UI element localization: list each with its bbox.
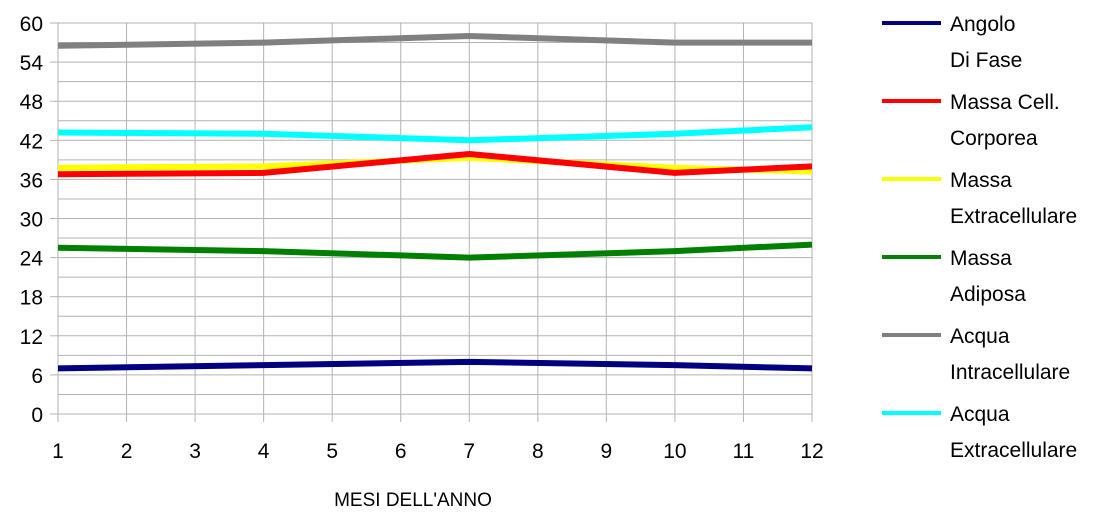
legend-item-acqua-extracellulare: Acqua Extracellulare <box>882 403 1077 462</box>
legend-label: Massa <box>950 169 1012 192</box>
axes <box>50 22 813 422</box>
y-tick-label: 12 <box>20 326 43 349</box>
x-tick-label: 3 <box>189 440 201 463</box>
legend-item-massa-extracellulare: Massa Extracellulare <box>882 169 1077 228</box>
legend-label: Massa Cell. <box>950 91 1060 114</box>
legend-label: Angolo <box>950 13 1015 36</box>
y-tick-label: 54 <box>20 52 44 75</box>
x-tick-label: 2 <box>121 440 133 463</box>
series-line-acqua-intracellulare <box>57 33 812 49</box>
x-tick-label: 7 <box>463 440 475 463</box>
x-tick-label: 12 <box>800 440 823 463</box>
legend-item-angolo-di-fase: Angolo Di Fase <box>882 13 1022 72</box>
legend-item-massa-adiposa: Massa Adiposa <box>882 247 1026 306</box>
legend-label: Acqua <box>950 403 1010 426</box>
y-tick-labels: 0 6 12 18 24 30 36 42 48 54 60 <box>20 13 44 427</box>
y-tick-label: 42 <box>20 130 43 153</box>
x-tick-labels: 1 2 3 4 5 6 7 8 9 10 11 12 <box>52 440 824 463</box>
legend-item-massa-cell-corporea: Massa Cell. Corporea <box>882 91 1060 150</box>
series-line-angolo-di-fase <box>57 358 813 372</box>
y-tick-label: 30 <box>20 209 43 232</box>
x-tick-label: 9 <box>601 440 613 463</box>
series-lines <box>57 33 813 372</box>
y-tick-label: 24 <box>20 248 44 271</box>
legend-label: Acqua <box>950 325 1010 348</box>
legend-label: Extracellulare <box>950 205 1077 228</box>
y-tick-label: 6 <box>31 365 43 388</box>
series-line-massa-cell-corporea <box>57 151 813 178</box>
legend-item-acqua-intracellulare: Acqua Intracellulare <box>882 325 1070 384</box>
series-line-acqua-extracellulare <box>57 124 813 144</box>
x-tick-label: 10 <box>663 440 686 463</box>
y-tick-label: 18 <box>20 287 43 310</box>
legend-label: Di Fase <box>950 49 1022 72</box>
y-tick-label: 36 <box>20 169 43 192</box>
y-tick-label: 0 <box>31 404 43 427</box>
x-tick-label: 11 <box>733 440 755 463</box>
x-tick-label: 8 <box>532 440 544 463</box>
x-tick-label: 5 <box>326 440 338 463</box>
legend-label: Adiposa <box>950 283 1026 306</box>
y-tick-label: 60 <box>20 13 43 36</box>
legend-label: Massa <box>950 247 1012 270</box>
x-axis-title: MESI DELL'ANNO <box>334 490 492 511</box>
grid <box>57 22 813 415</box>
legend-label: Extracellulare <box>950 439 1077 462</box>
legend-label: Intracellulare <box>950 361 1070 384</box>
legend: Angolo Di Fase Massa Cell. Corporea Massa Ext… <box>882 13 1077 462</box>
x-tick-label: 6 <box>395 440 407 463</box>
y-tick-label: 48 <box>20 91 43 114</box>
x-tick-label: 4 <box>258 440 270 463</box>
series-line-massa-adiposa <box>57 241 813 261</box>
x-tick-label: 1 <box>52 440 64 463</box>
legend-label: Corporea <box>950 127 1038 150</box>
